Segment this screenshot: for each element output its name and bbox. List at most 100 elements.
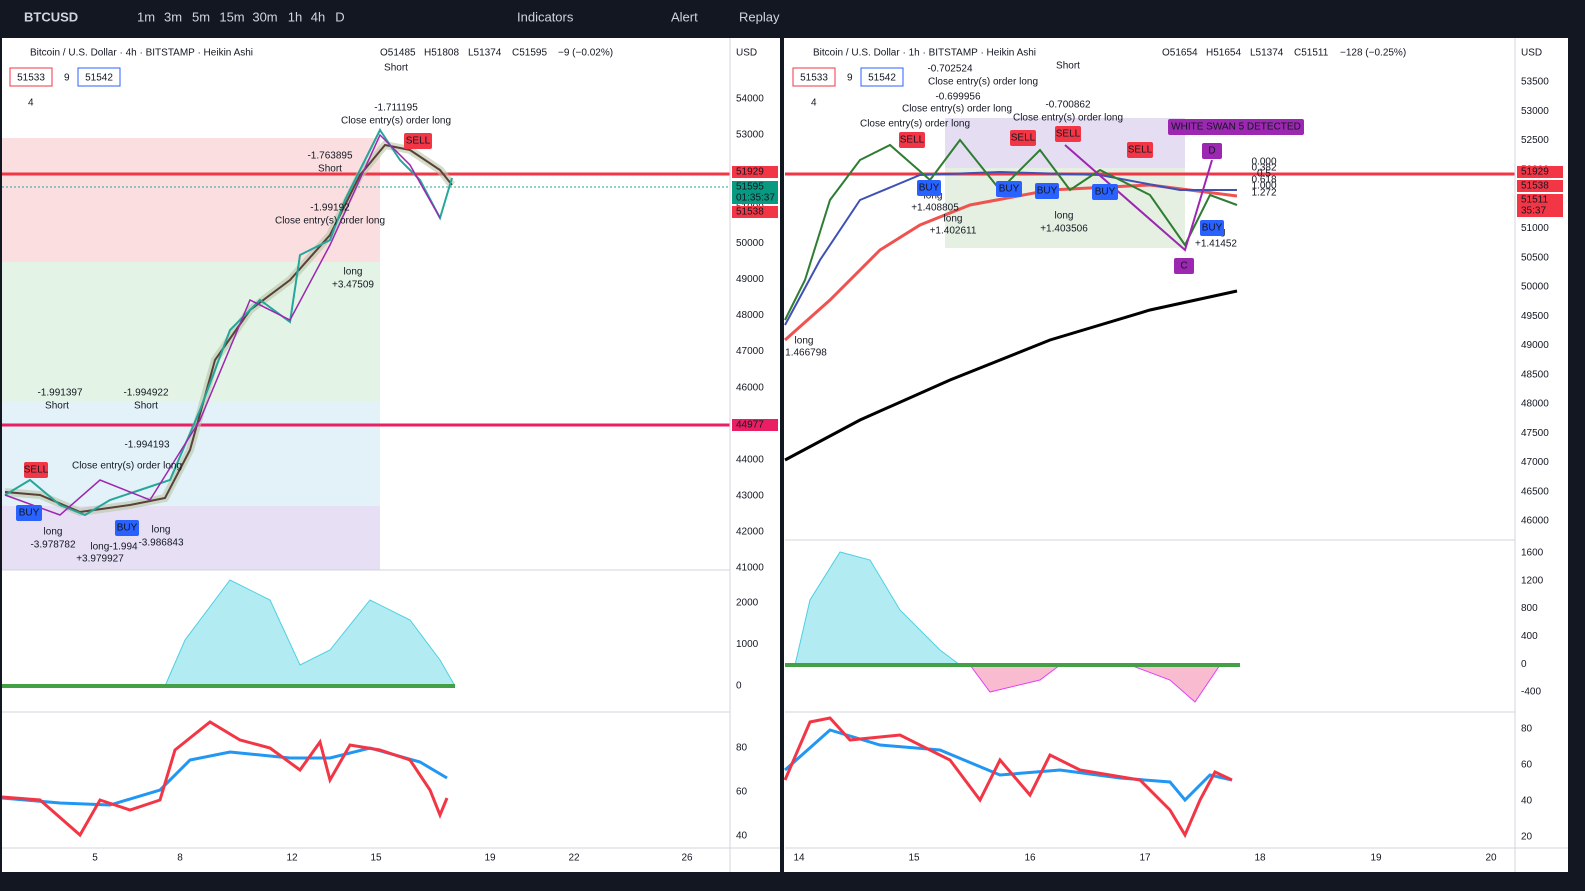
ohlc: C51595	[512, 48, 547, 59]
price-axis-label: 47000	[1521, 457, 1549, 468]
price-tag-label: 51538	[1521, 181, 1549, 192]
pattern	[1064, 144, 1213, 252]
badge-label: D	[1208, 146, 1215, 157]
annotation: -1.994193	[124, 440, 169, 451]
osc-axis-label: 400	[1521, 631, 1538, 642]
badge	[24, 462, 48, 478]
interval[interactable]: 30m	[252, 9, 277, 24]
annotation: long	[944, 214, 963, 225]
alert-button[interactable]: Alert	[671, 9, 698, 24]
spread: 9	[847, 73, 853, 84]
badge	[1055, 126, 1081, 142]
annotation: -3.986843	[138, 538, 183, 549]
price-tag-label: 51595	[736, 182, 764, 193]
badge-label: BUY	[19, 508, 40, 519]
annotation: Close entry(s) order long	[902, 104, 1012, 115]
price-axis-label: 53000	[736, 130, 764, 141]
price-tag	[732, 192, 778, 204]
price-axis-label: 46500	[1521, 486, 1549, 497]
price-tag	[1517, 194, 1563, 206]
interval[interactable]: 4h	[311, 9, 325, 24]
price-axis-label: 46000	[736, 382, 764, 393]
chart-header: Bitcoin / U.S. Dollar · 4h · BITSTAMP · …	[30, 48, 253, 59]
price-tag	[1517, 205, 1563, 217]
annotation: Close entry(s) order long	[860, 119, 970, 130]
time-axis-label: 16	[1024, 853, 1036, 864]
indicators-button[interactable]: Indicators	[517, 9, 574, 24]
annotation: -0.700862	[1045, 100, 1090, 111]
badge	[1092, 184, 1118, 200]
annotation: Close entry(s) order long	[928, 77, 1038, 88]
annotation: Short	[1056, 61, 1080, 72]
histogram	[5, 579, 456, 687]
annotation: 0.382	[1251, 163, 1276, 174]
rsi-axis-label: 80	[736, 743, 748, 754]
price-axis-label: 41000	[736, 563, 764, 574]
interval[interactable]: 1h	[288, 9, 302, 24]
badge-label: BUY	[999, 184, 1020, 195]
zone	[2, 506, 380, 570]
rsi-axis-label: 40	[1521, 796, 1533, 807]
price-axis-label: 54000	[736, 94, 764, 105]
rsi-axis-label: 60	[1521, 760, 1533, 771]
annotation: long	[1055, 211, 1074, 222]
annotation: 1.272	[1251, 188, 1276, 199]
annotation: Short	[134, 401, 158, 412]
toolbar	[0, 0, 1585, 36]
badge-label: C	[1180, 261, 1187, 272]
price-axis-label: 53000	[1521, 106, 1549, 117]
annotation: long	[152, 525, 171, 536]
badge-label: SELL	[1011, 133, 1036, 144]
annotation: +3.979927	[76, 554, 124, 565]
annotation: -1.99192	[310, 203, 350, 214]
symbol[interactable]: BTCUSD	[24, 9, 78, 24]
price-tag-label: 51929	[1521, 167, 1549, 178]
collapse-count[interactable]: 4	[28, 98, 34, 109]
badge	[1010, 130, 1036, 146]
annotation: -1.711195	[374, 103, 418, 114]
osc-axis-label: 0	[736, 681, 742, 692]
interval[interactable]: D	[335, 9, 344, 24]
badge-label: SELL	[1128, 145, 1153, 156]
osc-axis-label: 1600	[1521, 548, 1544, 559]
annotation: 0.5	[1257, 169, 1271, 180]
annotation: -0.699956	[935, 92, 980, 103]
time-axis-label: 14	[793, 853, 805, 864]
time-axis-label: 19	[1370, 853, 1382, 864]
price-tag-label: 51511	[1521, 195, 1549, 206]
annotation: +1.402611	[930, 226, 977, 237]
badge	[1127, 142, 1153, 158]
interval[interactable]: 3m	[164, 9, 182, 24]
time-axis-label: 20	[1485, 853, 1497, 864]
annotation: -0.702524	[927, 64, 972, 75]
interval[interactable]: 15m	[219, 9, 244, 24]
price-axis-label: 48500	[1521, 369, 1549, 380]
zigzag	[4, 133, 441, 516]
price-axis-label: 42000	[736, 527, 764, 538]
collapse-count[interactable]: 4	[811, 98, 817, 109]
annotation: -1.763895	[307, 151, 352, 162]
interval[interactable]: 5m	[192, 9, 210, 24]
time-axis-label: 17	[1139, 853, 1151, 864]
price-axis-label: 50500	[1521, 252, 1549, 263]
badge-label: SELL	[24, 465, 49, 476]
time-axis-label: 26	[681, 853, 693, 864]
price-tag	[732, 206, 778, 218]
price-tag-label: 35:37	[1521, 206, 1546, 217]
price-axis-label: 44000	[736, 454, 764, 465]
price-tag-label: 01:35:37	[736, 193, 775, 204]
badge	[899, 132, 925, 148]
badge-label: SELL	[406, 136, 431, 147]
ohlc: O51485	[380, 48, 416, 59]
spread: 9	[64, 73, 70, 84]
interval[interactable]: 1m	[137, 9, 155, 24]
ohlc: L51374	[1250, 48, 1284, 59]
zone	[2, 138, 380, 262]
price-tag	[1517, 180, 1563, 192]
replay-button[interactable]: Replay	[739, 9, 780, 24]
badge	[1035, 183, 1059, 199]
annotation: 0.618	[1251, 175, 1276, 186]
osc-axis-label: 0	[1521, 659, 1527, 670]
